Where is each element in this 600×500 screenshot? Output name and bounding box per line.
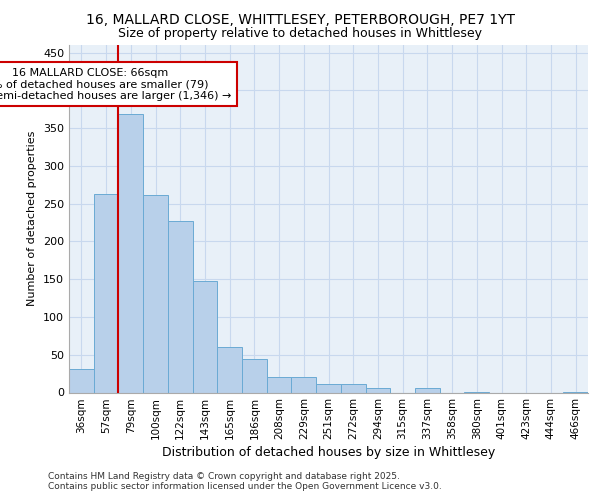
Bar: [118, 114, 143, 392]
Bar: [168, 221, 193, 392]
Bar: [193, 280, 217, 392]
Bar: [415, 388, 440, 392]
Text: 16, MALLARD CLOSE, WHITTLESEY, PETERBOROUGH, PE7 1YT: 16, MALLARD CLOSE, WHITTLESEY, PETERBORO…: [86, 12, 515, 26]
Text: 16 MALLARD CLOSE: 66sqm
← 5% of detached houses are smaller (79)
93% of semi-det: 16 MALLARD CLOSE: 66sqm ← 5% of detached…: [0, 68, 232, 101]
Text: Size of property relative to detached houses in Whittlesey: Size of property relative to detached ho…: [118, 28, 482, 40]
Bar: [217, 347, 242, 393]
Bar: [341, 384, 365, 392]
Y-axis label: Number of detached properties: Number of detached properties: [28, 131, 37, 306]
Text: Contains public sector information licensed under the Open Government Licence v3: Contains public sector information licen…: [48, 482, 442, 491]
Bar: [143, 196, 168, 392]
Bar: [316, 384, 341, 392]
Bar: [94, 194, 118, 392]
Text: Contains HM Land Registry data © Crown copyright and database right 2025.: Contains HM Land Registry data © Crown c…: [48, 472, 400, 481]
Bar: [69, 369, 94, 392]
Bar: [267, 378, 292, 392]
Bar: [292, 378, 316, 392]
Bar: [242, 358, 267, 392]
X-axis label: Distribution of detached houses by size in Whittlesey: Distribution of detached houses by size …: [162, 446, 495, 460]
Bar: [365, 388, 390, 392]
